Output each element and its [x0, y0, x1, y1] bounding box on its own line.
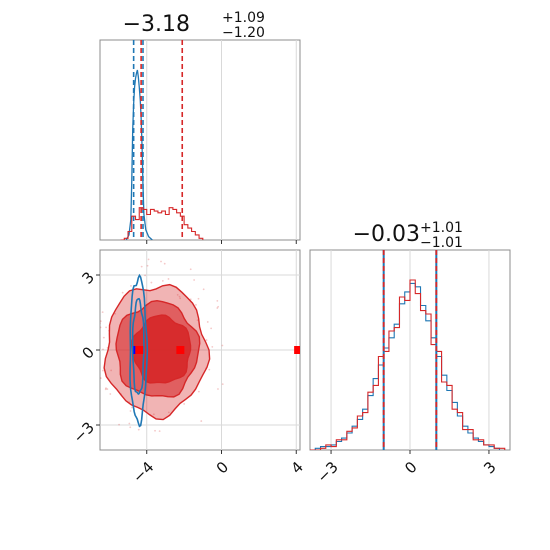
scatter-sample-point [216, 307, 219, 309]
scatter-ytick-label: 0 [79, 343, 98, 362]
hist2-series-b-steps [310, 279, 506, 450]
scatter-sample-point [106, 388, 109, 390]
scatter-sample-point [100, 322, 101, 325]
scatter-sample-point [158, 430, 161, 432]
scatter-sample-point [189, 268, 192, 271]
contour-a-inner [131, 297, 145, 395]
scatter-sample-point [144, 274, 146, 277]
scatter-sample-point [118, 423, 120, 426]
hist2-series-a-steps [310, 282, 501, 450]
title-hist1-main: −3.18 [123, 12, 190, 37]
scatter-sample-point [105, 387, 107, 390]
scatter-sample-point [150, 281, 153, 284]
hist2-xtick-label: −3 [313, 458, 341, 486]
scatter-sample-point [217, 388, 219, 390]
hist2-xtick-label: 3 [480, 458, 499, 477]
scatter-sample-point [205, 339, 208, 341]
truth-marker-truth_b [176, 346, 185, 354]
scatter-sample-point [105, 326, 107, 329]
contour-panel-param1-param2: −4 0 4 −3 0 3 [70, 249, 307, 486]
scatter-sample-point [100, 320, 102, 323]
histogram-panel-param2: −0.03 +1.01 −1.01 −3 0 3 [309, 220, 511, 486]
scatter-sample-point [202, 288, 205, 291]
scatter-sample-point [140, 265, 143, 268]
scatter-sample-point [114, 312, 117, 315]
title-hist1-sub: −1.20 [222, 25, 265, 41]
scatter-sample-point [178, 295, 181, 298]
scatter-sample-point [208, 368, 211, 371]
scatter-sample-point [100, 377, 102, 379]
scatter-sample-point [109, 393, 112, 395]
scatter-sample-point [161, 280, 164, 282]
scatter-sample-point [217, 305, 220, 308]
scatter-sample-point [137, 428, 140, 431]
scatter-xtick-label: 0 [213, 458, 232, 477]
scatter-sample-point [147, 258, 150, 261]
scatter-sample-point [92, 316, 94, 318]
scatter-sample-point [163, 262, 166, 265]
truth-marker-truth_b [294, 346, 300, 354]
scatter-sample-point [146, 264, 149, 267]
scatter-sample-point [88, 325, 90, 327]
scatter-sample-point [94, 344, 96, 346]
scatter-ytick-label: 3 [79, 268, 98, 287]
scatter-sample-point [129, 426, 132, 429]
scatter-sample-point [200, 420, 203, 422]
scatter-sample-point [102, 348, 104, 351]
scatter-sample-point [197, 390, 200, 393]
scatter-sample-point [152, 413, 155, 416]
hist1-plot-area [120, 40, 297, 240]
scatter-sample-point [102, 369, 104, 372]
scatter-sample-point [121, 291, 124, 294]
scatter-sample-point [101, 311, 104, 314]
scatter-sample-point [211, 345, 214, 348]
scatter-sample-point [100, 326, 102, 329]
scatter-sample-point [189, 298, 192, 301]
scatter-sample-point [210, 327, 213, 330]
title-hist2-main: −0.03 [353, 222, 420, 247]
scatter-sample-point [154, 429, 156, 432]
axes-frame-hist1 [99, 39, 301, 241]
histogram-panel-param1: −3.18 +1.09 −1.20 [99, 10, 301, 244]
scatter-sample-point [160, 260, 162, 263]
scatter-plot-area [88, 250, 300, 450]
scatter-sample-point [131, 406, 133, 409]
scatter-sample-point [176, 293, 179, 296]
scatter-xtick-label: 4 [288, 458, 307, 477]
title-hist2-sub: −1.01 [420, 235, 463, 251]
scatter-sample-point [110, 369, 113, 372]
scatter-sample-point [104, 388, 107, 391]
scatter-sample-point [167, 411, 170, 414]
scatter-sample-point [216, 299, 219, 302]
scatter-sample-point [195, 304, 197, 306]
hist2-plot-area [310, 250, 506, 450]
scatter-sample-point [197, 297, 200, 300]
hist2-xtick-label: 0 [401, 458, 420, 477]
scatter-sample-point [129, 410, 132, 412]
contour-a-outer [129, 273, 149, 428]
scatter-sample-point [167, 278, 170, 280]
scatter-sample-point [196, 319, 199, 322]
scatter-sample-point [128, 422, 131, 425]
scatter-xtick-label: −4 [129, 458, 157, 486]
scatter-sample-point [130, 285, 132, 287]
hist1-series-b-steps [120, 207, 204, 240]
title-hist2-sup: +1.01 [420, 220, 463, 236]
scatter-sample-point [193, 279, 196, 281]
scatter-sample-point [183, 403, 186, 405]
scatter-sample-point [221, 383, 224, 386]
scatter-sample-point [89, 369, 91, 371]
scatter-sample-point [179, 297, 182, 300]
scatter-sample-point [206, 321, 209, 323]
scatter-sample-point [221, 344, 224, 347]
scatter-ytick-label: −3 [70, 418, 98, 446]
scatter-sample-point [102, 336, 105, 339]
title-hist1-sup: +1.09 [222, 10, 265, 26]
truth-marker-truth_b [135, 346, 144, 354]
